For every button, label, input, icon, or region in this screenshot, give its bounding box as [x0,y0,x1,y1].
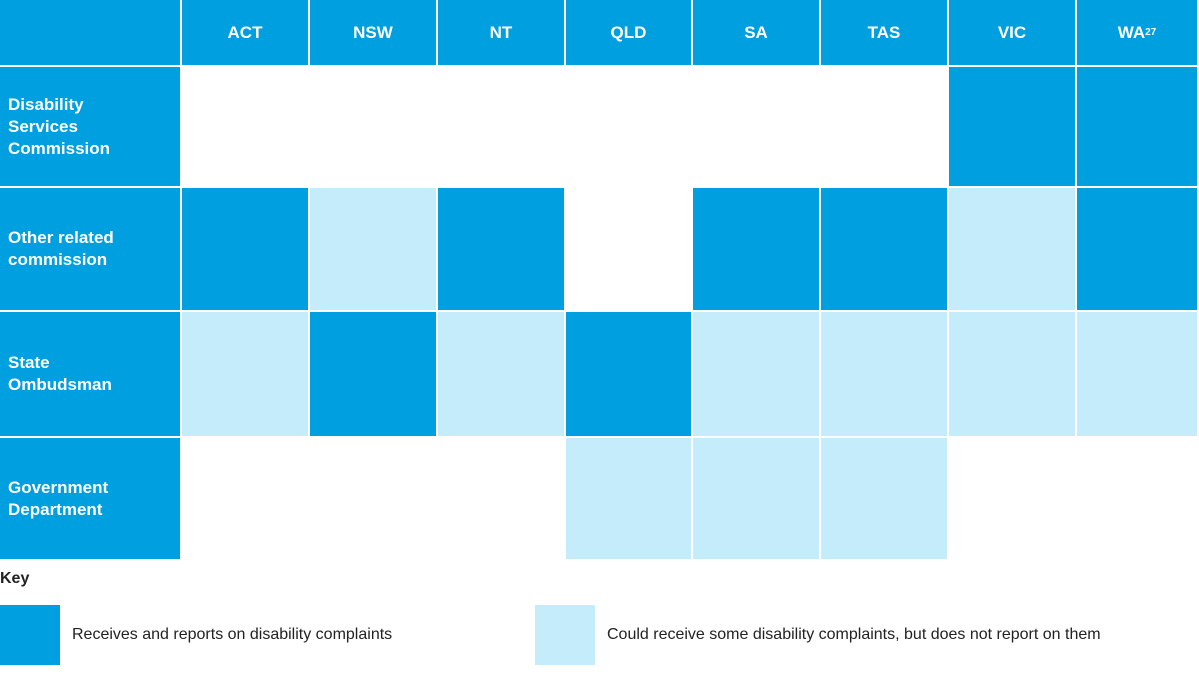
key-swatch [535,605,595,665]
status-cell [566,438,691,559]
row-header: Disability Services Commission [0,67,180,186]
status-cell [821,312,947,436]
row-header: Other related commission [0,188,180,310]
column-header: QLD [566,0,691,65]
status-cell [182,67,308,186]
status-cell [182,438,308,559]
status-cell [693,438,819,559]
column-header: TAS [821,0,947,65]
footnote-mark: 27 [1145,27,1157,38]
status-cell [949,188,1075,310]
status-cell [821,67,947,186]
column-header: NT [438,0,564,65]
column-header: WA 27 [1077,0,1197,65]
status-cell [949,67,1075,186]
column-label: WA [1117,22,1146,42]
status-cell [438,312,564,436]
column-header: VIC [949,0,1075,65]
status-cell [310,67,436,186]
status-cell [821,188,947,310]
status-cell [949,312,1075,436]
status-cell [438,438,564,559]
status-cell [949,438,1075,559]
column-label: NSW [353,22,393,42]
status-cell [182,312,308,436]
status-cell [693,188,819,310]
column-label: QLD [610,22,647,42]
header-corner [0,0,180,65]
key-label: Could receive some disability complaints… [607,626,1101,643]
column-header: ACT [182,0,308,65]
status-cell [1077,67,1197,186]
status-cell [1077,438,1197,559]
status-cell [438,188,564,310]
key-label: Receives and reports on disability compl… [72,626,393,643]
status-cell [438,67,564,186]
column-label: TAS [867,22,901,42]
status-cell [1077,188,1197,310]
status-cell [821,438,947,559]
status-cell [566,67,691,186]
status-cell [566,188,691,310]
column-label: SA [744,22,768,42]
column-label: VIC [997,22,1027,42]
row-header: State Ombudsman [0,312,180,436]
status-cell [693,67,819,186]
status-cell [310,188,436,310]
status-cell [310,438,436,559]
status-cell [566,312,691,436]
key-title: Key [0,570,30,587]
column-label: ACT [227,22,263,42]
row-header: Government Department [0,438,180,559]
status-cell [1077,312,1197,436]
column-label: NT [489,22,513,42]
status-cell [693,312,819,436]
status-cell [182,188,308,310]
key-swatch [0,605,60,665]
column-header: NSW [310,0,436,65]
column-header: SA [693,0,819,65]
status-cell [310,312,436,436]
